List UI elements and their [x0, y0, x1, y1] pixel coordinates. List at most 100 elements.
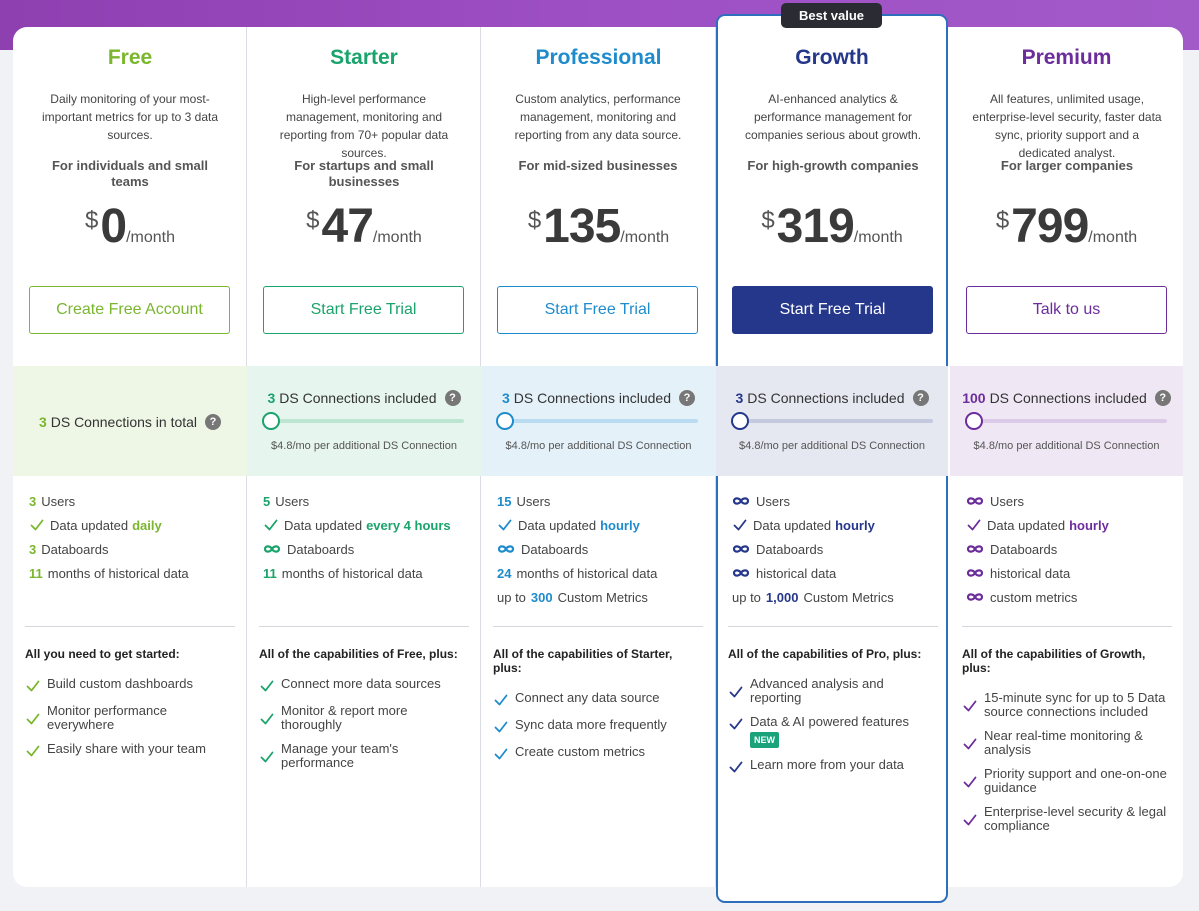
ds-count: 100 [962, 390, 986, 406]
infinity-icon [966, 593, 984, 601]
feature-item: up to 1,000 Custom Metrics [732, 585, 937, 609]
feature-item: 24 months of historical data [497, 561, 702, 585]
feature-text: Users [516, 493, 551, 509]
check-icon [963, 814, 977, 825]
ds-count: 3 [38, 414, 47, 430]
ds-slider-thumb[interactable] [731, 412, 749, 430]
best-value-badge: Best value [781, 3, 882, 28]
plan-starter: Starter High-level performance management… [247, 27, 481, 887]
check-icon [494, 748, 508, 760]
capability-text: Monitor & report more thoroughly [281, 703, 408, 732]
feature-text: historical data [756, 565, 837, 581]
check-icon [729, 686, 743, 697]
ds-slider-thumb[interactable] [262, 412, 280, 430]
capability-item: Create custom metrics [493, 745, 703, 762]
capability-item: Enterprise-level security & legal compli… [962, 805, 1172, 833]
capability-item: Learn more from your data [728, 758, 938, 775]
check-icon [729, 718, 743, 730]
section-separator [728, 626, 938, 627]
feature-count: 11 [263, 565, 277, 581]
capabilities-title: All of the capabilities of Pro, plus: [728, 647, 922, 661]
ds-slider-thumb[interactable] [496, 412, 514, 430]
capabilities-list: 15-minute sync for up to 5 Data source c… [962, 691, 1172, 843]
starter-cta-button[interactable]: Start Free Trial [263, 286, 464, 334]
feature-emphasis: every 4 hours [366, 517, 451, 533]
feature-text: Data updated [518, 517, 597, 533]
price-period: /month [126, 229, 175, 246]
infinity-icon [497, 545, 515, 553]
ds-connections-label: 100 DS Connections included? [950, 390, 1183, 406]
feature-item: up to 300 Custom Metrics [497, 585, 702, 609]
capability-text: Priority support and one-on-one guidance [984, 766, 1167, 795]
ds-slider-track[interactable] [731, 412, 933, 430]
check-icon [260, 713, 274, 724]
feature-text: Users [990, 493, 1024, 509]
capabilities-title: All of the capabilities of Growth, plus: [962, 647, 1146, 675]
capabilities-list: Connect more data sources Monitor & repor… [259, 677, 469, 780]
price-amount: 135 [543, 200, 621, 253]
capability-text: Build custom dashboards [47, 676, 193, 691]
ds-slider-track[interactable] [496, 412, 698, 430]
plan-price: $135/month [481, 199, 716, 254]
infinity-icon [263, 545, 281, 553]
plan-description: All features, unlimited usage, enterpris… [972, 92, 1162, 160]
infinity-icon [732, 497, 750, 505]
price-period: /month [1088, 229, 1138, 246]
feature-text: months of historical data [47, 565, 189, 581]
feature-count: 11 [29, 565, 43, 581]
price-period: /month [853, 229, 903, 246]
check-icon [260, 680, 274, 692]
feature-emphasis: hourly [600, 517, 640, 533]
feature-text: Data updated [987, 517, 1066, 533]
capability-text: Enterprise-level security & legal compli… [984, 804, 1167, 833]
feature-item: 11 months of historical data [263, 561, 468, 585]
ds-count: 3 [501, 390, 510, 406]
help-icon[interactable]: ? [205, 414, 222, 430]
ds-connections-label: 3 DS Connections in total? [13, 414, 247, 430]
help-icon[interactable]: ? [912, 390, 929, 406]
help-icon[interactable]: ? [679, 390, 695, 406]
capability-item: Monitor & report more thoroughly [259, 704, 469, 732]
growth-cta-button[interactable]: Start Free Trial [732, 286, 933, 334]
ds-additional-cost-note: $4.8/mo per additional DS Connection [973, 440, 1160, 452]
ds-connections-label: 3 DS Connections included? [716, 390, 948, 406]
capabilities-title: All of the capabilities of Starter, plus… [493, 647, 673, 675]
feature-item: custom metrics [966, 585, 1171, 609]
capability-item: Data & AI powered features NEW [728, 715, 938, 748]
ds-slider-track[interactable] [965, 412, 1167, 430]
premium-cta-button[interactable]: Talk to us [966, 286, 1167, 334]
price-period: /month [372, 229, 422, 246]
capability-text: Easily share with your team [47, 741, 206, 756]
ds-slider-thumb[interactable] [965, 412, 983, 430]
ds-connections-section: 3 DS Connections included? $4.8/mo per add… [481, 366, 716, 476]
feature-text: Databoards [756, 541, 824, 557]
capabilities-title: All you need to get started: [25, 647, 180, 661]
feature-count: 300 [530, 589, 553, 605]
help-icon[interactable]: ? [1154, 390, 1171, 406]
currency-symbol: $ [761, 207, 775, 234]
section-separator [962, 626, 1172, 627]
currency-symbol: $ [85, 207, 99, 234]
capability-text: 15-minute sync for up to 5 Data source c… [984, 690, 1166, 719]
plan-growth: Growth AI-enhanced analytics & performanc… [716, 27, 948, 887]
feature-emphasis: hourly [1069, 517, 1109, 533]
feature-count: 3 [29, 541, 37, 557]
new-badge: NEW [750, 732, 779, 748]
free-cta-button[interactable]: Create Free Account [29, 286, 230, 334]
plan-price: $47/month [247, 199, 481, 254]
professional-cta-button[interactable]: Start Free Trial [497, 286, 698, 334]
feature-text: Databoards [990, 541, 1058, 557]
ds-slider-track[interactable] [262, 412, 464, 430]
capability-text: Near real-time monitoring & analysis [984, 728, 1143, 757]
capability-item: Near real-time monitoring & analysis [962, 729, 1172, 757]
feature-count: 5 [263, 493, 271, 509]
infinity-icon [966, 497, 984, 505]
capability-item: Sync data more frequently [493, 718, 703, 735]
feature-text: historical data [990, 565, 1071, 581]
feature-text: Data updated [50, 517, 129, 533]
help-icon[interactable]: ? [444, 390, 461, 406]
feature-item: 5 Users [263, 489, 468, 513]
feature-item: 15 Users [497, 489, 702, 513]
price-amount: 799 [1011, 200, 1089, 253]
capability-item: Easily share with your team [25, 742, 235, 759]
